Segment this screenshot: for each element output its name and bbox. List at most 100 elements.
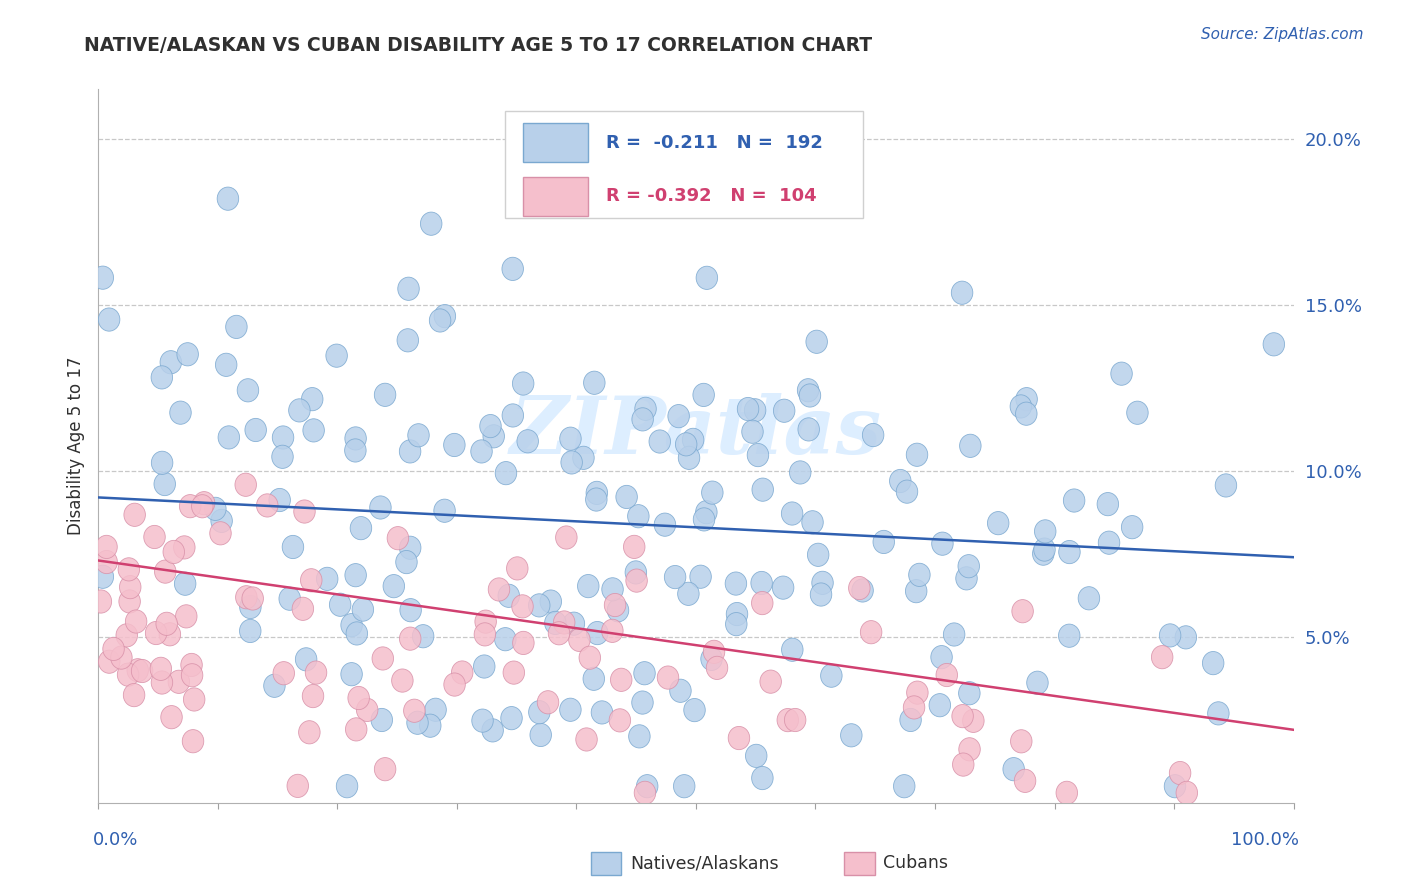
Ellipse shape	[631, 408, 654, 431]
Ellipse shape	[419, 714, 441, 738]
Ellipse shape	[797, 378, 818, 402]
Ellipse shape	[90, 590, 111, 613]
Ellipse shape	[560, 427, 581, 450]
Ellipse shape	[548, 622, 569, 645]
FancyBboxPatch shape	[505, 111, 863, 218]
Ellipse shape	[623, 535, 645, 558]
Ellipse shape	[374, 757, 396, 780]
Ellipse shape	[683, 698, 706, 722]
Ellipse shape	[900, 708, 921, 731]
Ellipse shape	[183, 688, 205, 711]
Ellipse shape	[472, 709, 494, 732]
Ellipse shape	[778, 708, 799, 731]
Ellipse shape	[586, 482, 607, 505]
Ellipse shape	[408, 424, 429, 447]
Ellipse shape	[145, 622, 167, 645]
Ellipse shape	[959, 434, 981, 458]
Ellipse shape	[211, 509, 232, 533]
Ellipse shape	[479, 415, 502, 438]
Ellipse shape	[702, 481, 723, 504]
Ellipse shape	[675, 433, 697, 456]
Ellipse shape	[530, 723, 551, 747]
Ellipse shape	[799, 417, 820, 441]
Ellipse shape	[609, 709, 631, 732]
Ellipse shape	[173, 536, 195, 559]
Ellipse shape	[183, 730, 204, 753]
Ellipse shape	[529, 594, 550, 617]
Ellipse shape	[959, 738, 980, 761]
Ellipse shape	[156, 612, 177, 635]
Ellipse shape	[591, 701, 613, 724]
Text: ZIPatlas: ZIPatlas	[510, 393, 882, 470]
Ellipse shape	[727, 602, 748, 625]
Ellipse shape	[890, 469, 911, 492]
Ellipse shape	[637, 774, 658, 797]
Ellipse shape	[1263, 333, 1285, 356]
Ellipse shape	[841, 723, 862, 747]
Ellipse shape	[957, 555, 980, 578]
Ellipse shape	[952, 705, 973, 728]
Ellipse shape	[554, 611, 575, 634]
Ellipse shape	[392, 669, 413, 692]
Ellipse shape	[583, 667, 605, 690]
Ellipse shape	[873, 531, 894, 554]
Ellipse shape	[96, 535, 117, 558]
Ellipse shape	[929, 694, 950, 717]
Ellipse shape	[177, 343, 198, 366]
Ellipse shape	[745, 744, 768, 767]
Ellipse shape	[1208, 702, 1229, 725]
Ellipse shape	[849, 576, 870, 599]
Ellipse shape	[540, 590, 561, 613]
Ellipse shape	[678, 582, 699, 606]
Ellipse shape	[488, 578, 510, 601]
Ellipse shape	[350, 516, 371, 540]
Ellipse shape	[1014, 769, 1036, 792]
Ellipse shape	[725, 613, 747, 636]
Ellipse shape	[169, 670, 190, 693]
Ellipse shape	[1059, 541, 1080, 564]
Ellipse shape	[150, 657, 172, 681]
Ellipse shape	[301, 387, 323, 410]
Ellipse shape	[1011, 730, 1032, 753]
Ellipse shape	[908, 563, 931, 586]
Ellipse shape	[564, 612, 585, 635]
Ellipse shape	[665, 566, 686, 589]
Ellipse shape	[742, 420, 763, 443]
Ellipse shape	[474, 623, 496, 646]
Ellipse shape	[759, 670, 782, 693]
Ellipse shape	[398, 277, 419, 301]
Ellipse shape	[690, 566, 711, 589]
Ellipse shape	[572, 446, 595, 469]
Ellipse shape	[444, 434, 465, 457]
Ellipse shape	[903, 696, 925, 719]
Ellipse shape	[634, 662, 655, 685]
Ellipse shape	[602, 578, 623, 601]
Ellipse shape	[160, 351, 181, 374]
Ellipse shape	[696, 500, 717, 524]
Ellipse shape	[271, 445, 294, 468]
Ellipse shape	[696, 266, 717, 289]
Ellipse shape	[626, 569, 647, 592]
Ellipse shape	[404, 699, 425, 723]
Ellipse shape	[631, 691, 654, 714]
Ellipse shape	[340, 614, 363, 637]
Ellipse shape	[1056, 781, 1077, 805]
Ellipse shape	[952, 281, 973, 304]
Ellipse shape	[115, 624, 138, 647]
Ellipse shape	[434, 304, 456, 327]
Ellipse shape	[772, 576, 794, 599]
Ellipse shape	[578, 574, 599, 598]
Ellipse shape	[152, 671, 173, 694]
Bar	[523, 123, 589, 162]
Ellipse shape	[399, 440, 420, 463]
Ellipse shape	[242, 587, 263, 610]
Ellipse shape	[1122, 516, 1143, 539]
Ellipse shape	[789, 461, 811, 484]
Ellipse shape	[952, 753, 974, 776]
Ellipse shape	[191, 495, 214, 518]
Ellipse shape	[399, 536, 420, 559]
Ellipse shape	[256, 494, 278, 517]
Ellipse shape	[344, 426, 367, 450]
Ellipse shape	[98, 650, 120, 673]
Ellipse shape	[956, 566, 977, 590]
